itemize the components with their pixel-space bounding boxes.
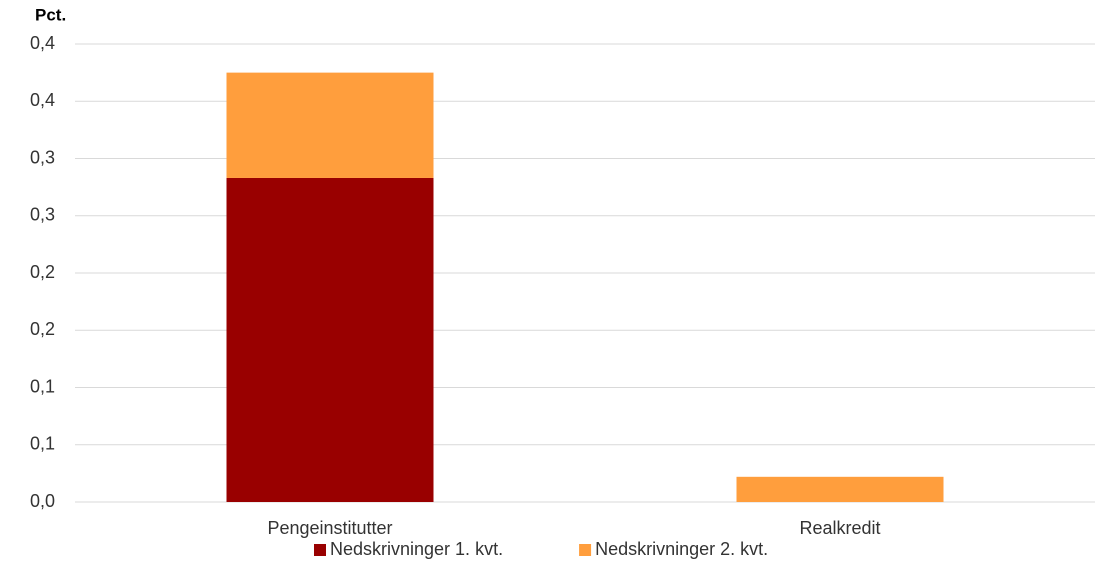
x-tick-label: Realkredit [799, 518, 880, 538]
y-tick-label: 0,4 [30, 33, 55, 53]
y-tick-label: 0,3 [30, 205, 55, 225]
y-tick-label: 0,2 [30, 262, 55, 282]
y-tick-label: 0,1 [30, 434, 55, 454]
y-tick-label: 0,2 [30, 319, 55, 339]
y-tick-label: 0,1 [30, 376, 55, 396]
bar-segment [736, 476, 944, 502]
y-axis-label: Pct. [35, 5, 66, 24]
legend-swatch [579, 544, 592, 556]
bar-segment [226, 177, 434, 502]
legend-label: Nedskrivninger 2. kvt. [595, 539, 768, 559]
legend-label: Nedskrivninger 1. kvt. [330, 539, 503, 559]
y-tick-label: 0,3 [30, 147, 55, 167]
legend-swatch [314, 544, 326, 556]
x-tick-label: Pengeinstitutter [267, 518, 392, 538]
y-tick-label: 0,0 [30, 491, 55, 511]
bar-segment [226, 72, 434, 178]
y-tick-label: 0,4 [30, 90, 55, 110]
